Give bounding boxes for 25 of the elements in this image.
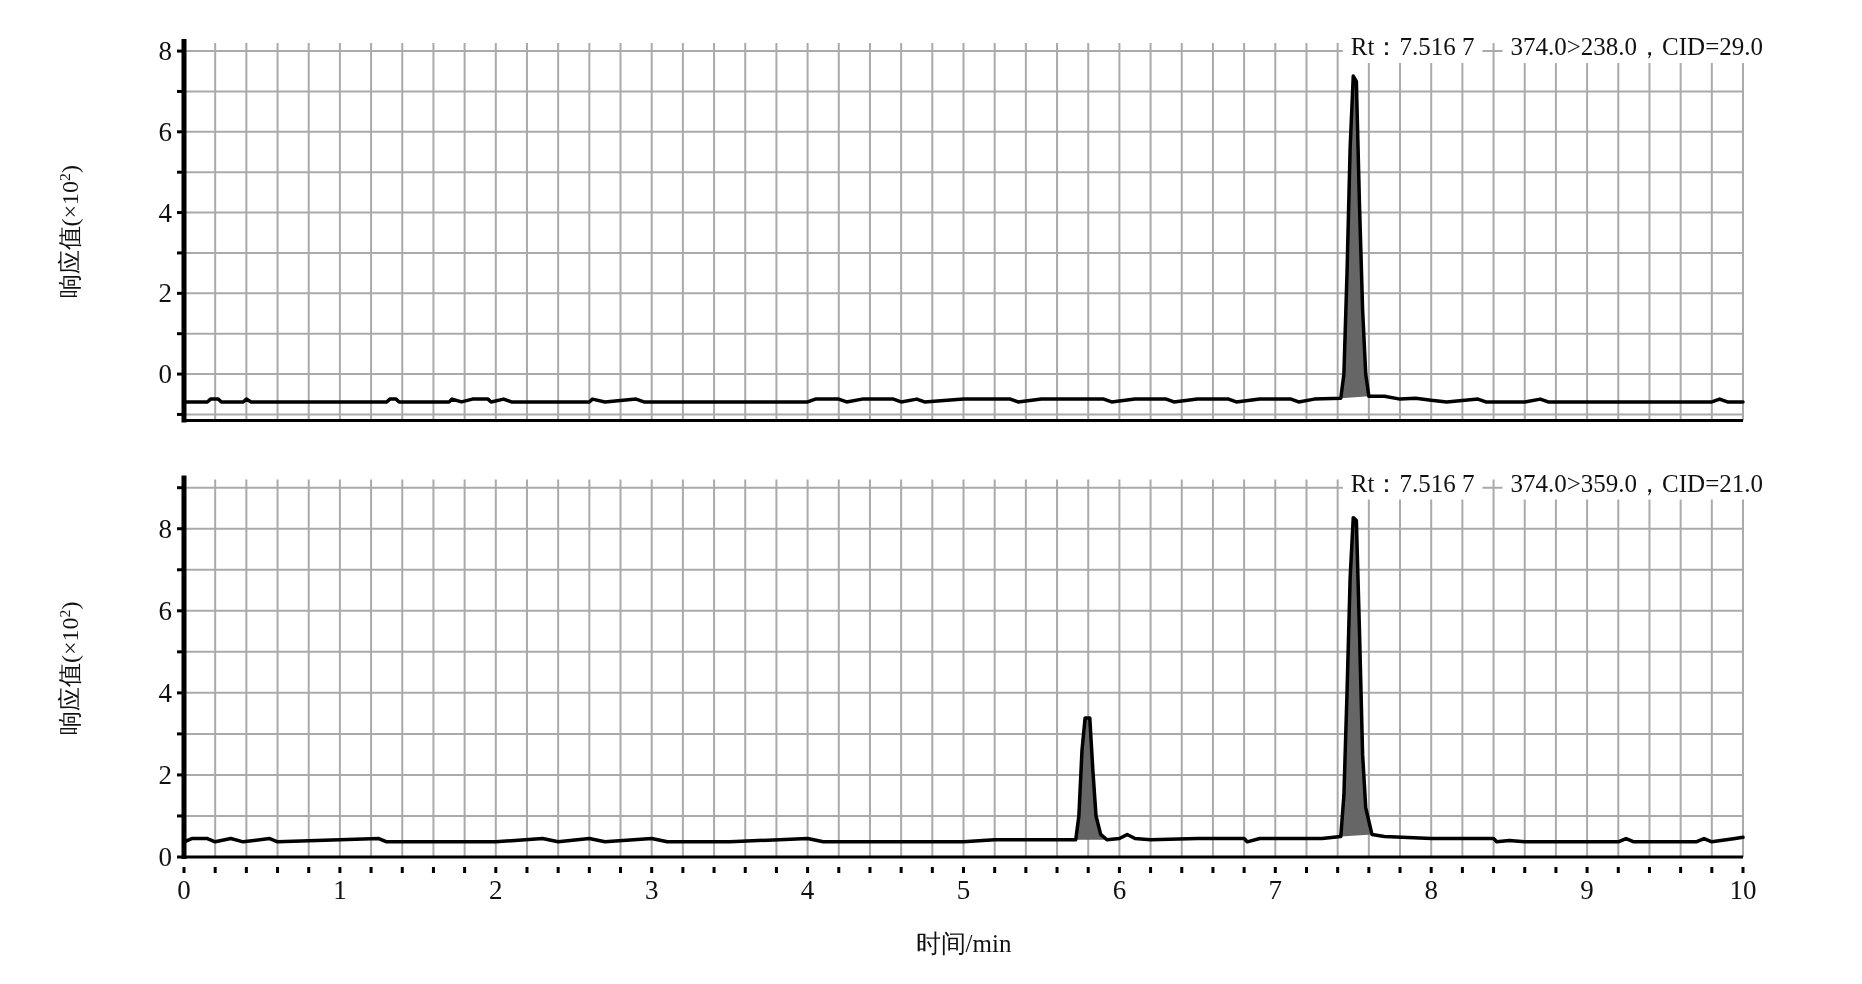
x-tick-label: 4 xyxy=(800,875,815,905)
y-tick-label: 4 xyxy=(158,197,173,228)
x-tick-label: 7 xyxy=(1268,875,1283,905)
y-tick-label: 0 xyxy=(158,842,172,872)
x-tick-label: 5 xyxy=(956,875,971,905)
x-tick-label: 6 xyxy=(1112,875,1127,905)
y-tick-label: 6 xyxy=(158,595,172,626)
annotation: 374.0>359.0，CID=21.0 xyxy=(1510,469,1763,497)
x-tick-label: 3 xyxy=(644,875,659,905)
annotation: 374.0>238.0，CID=29.0 xyxy=(1510,33,1763,60)
x-tick-label: 8 xyxy=(1424,875,1438,905)
y-tick-label: 2 xyxy=(158,759,172,790)
y-tick-label: 6 xyxy=(158,116,172,147)
x-axis-title: 时间/min xyxy=(915,930,1012,957)
annotation: Rt：7.516 7 xyxy=(1350,33,1475,60)
x-tick-label: 9 xyxy=(1580,875,1594,905)
x-tick-label: 1 xyxy=(333,875,347,905)
x-tick-label: 2 xyxy=(489,875,503,905)
y-tick-label: 0 xyxy=(158,359,172,390)
y-tick-label: 8 xyxy=(158,513,172,544)
annotation: Rt：7.516 7 xyxy=(1350,469,1475,497)
x-tick-label: 10 xyxy=(1729,875,1757,905)
y-tick-label: 8 xyxy=(158,36,172,67)
y-tick-label: 4 xyxy=(158,677,173,708)
y-tick-label: 2 xyxy=(158,278,172,309)
